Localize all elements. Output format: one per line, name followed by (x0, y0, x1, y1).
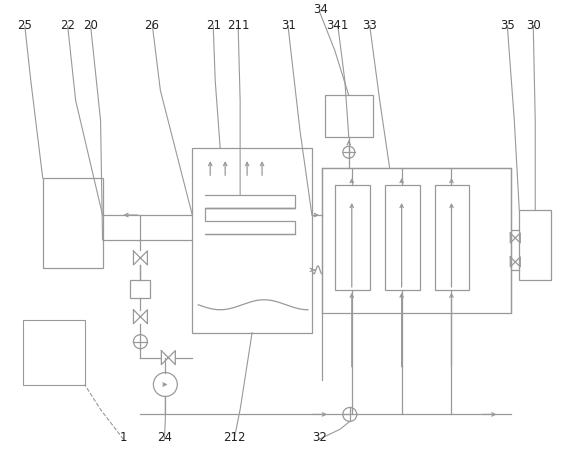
Bar (192, 148, 312, 333)
Text: 30: 30 (526, 19, 541, 32)
Bar (385, 185, 420, 290)
Bar (23, 320, 85, 384)
Text: 34: 34 (314, 3, 328, 16)
Bar (519, 210, 551, 280)
Text: 25: 25 (17, 19, 32, 32)
Text: 32: 32 (312, 430, 327, 444)
Bar (322, 168, 511, 313)
Text: 21: 21 (206, 19, 221, 32)
Text: 33: 33 (362, 19, 377, 32)
Text: 1: 1 (120, 430, 127, 444)
Bar (325, 96, 373, 137)
Text: 20: 20 (84, 19, 98, 32)
Bar (131, 280, 150, 298)
Bar (43, 178, 103, 268)
Text: 341: 341 (327, 19, 349, 32)
Text: 24: 24 (157, 430, 172, 444)
Text: 211: 211 (227, 19, 250, 32)
Text: 31: 31 (281, 19, 295, 32)
Bar (335, 185, 370, 290)
Bar (434, 185, 470, 290)
Text: 35: 35 (501, 19, 515, 32)
Text: 26: 26 (144, 19, 159, 32)
Text: 212: 212 (223, 430, 246, 444)
Text: 22: 22 (60, 19, 75, 32)
